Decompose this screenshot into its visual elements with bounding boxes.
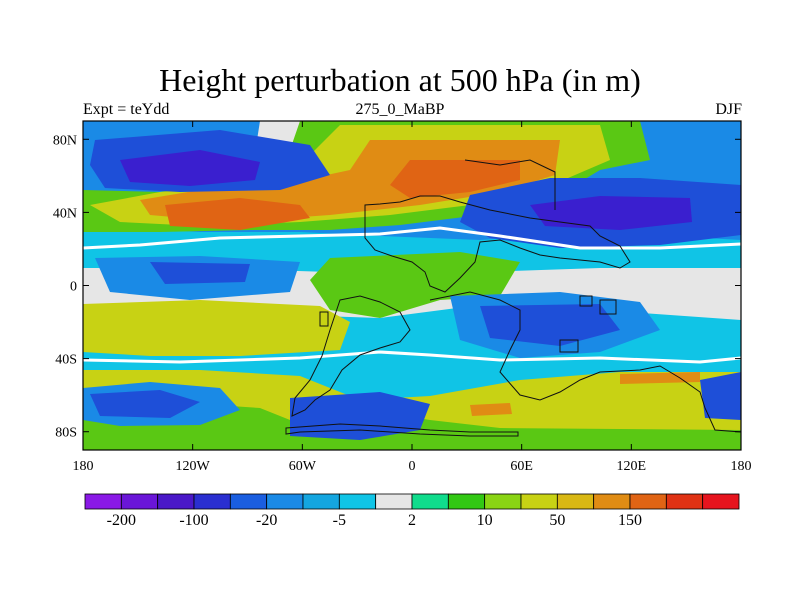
south-america-outline	[291, 295, 411, 417]
map-plot	[83, 121, 741, 450]
x-tick-label: 0	[409, 459, 416, 474]
contour-nh-boundary	[83, 226, 741, 250]
arctic-coast-outline	[464, 159, 556, 210]
contour-tropics-yellow	[83, 300, 350, 356]
contour-asia-low-core	[530, 196, 692, 230]
colorbar-label: 10	[477, 512, 493, 529]
colorbar-swatch	[556, 493, 595, 510]
y-tick-label: 80S	[55, 426, 77, 441]
contour-sh-high-band	[620, 372, 700, 384]
colorbar-swatch	[302, 493, 340, 510]
antarctica-outline	[285, 423, 519, 437]
y-tick-label: 80N	[53, 133, 77, 148]
x-tick-label: 180	[731, 459, 752, 474]
contour-arctic-low-core	[120, 150, 260, 186]
colorbar-swatch	[665, 493, 704, 510]
y-tick-label: 40S	[55, 353, 77, 368]
colorbar-swatch	[411, 493, 449, 510]
y-tick-label: 0	[70, 280, 77, 295]
contour-pacific-south-low	[700, 372, 741, 420]
colorbar-swatch	[520, 493, 558, 510]
contour-antarctic-high	[470, 403, 512, 416]
x-tick-label: 120E	[617, 459, 647, 474]
colorbar-swatch	[702, 493, 740, 510]
x-tick-label: 120W	[176, 459, 211, 474]
north-america-outline	[364, 195, 631, 293]
colorbar-swatch	[84, 493, 122, 510]
season-label: DJF	[715, 101, 742, 118]
central-america-outline	[319, 311, 329, 327]
contour-indian-low-core	[480, 304, 620, 346]
x-tick-label: 60E	[510, 459, 533, 474]
colorbar-swatch	[193, 493, 231, 510]
colorbar-label: -100	[179, 512, 208, 529]
contour-southern-ocean-low-core	[90, 390, 200, 418]
indian-ocean-islands-outline	[559, 295, 617, 353]
x-tick-label: 180	[73, 459, 94, 474]
colorbar-swatch	[484, 493, 522, 510]
colorbar-label: -5	[333, 512, 346, 529]
colorbar-label: 150	[618, 512, 642, 529]
colorbar-swatch	[447, 493, 486, 510]
colorbar-swatch	[266, 493, 304, 510]
colorbar-label: 2	[408, 512, 416, 529]
colorbar-swatch	[338, 493, 377, 510]
colorbar-label: -20	[256, 512, 277, 529]
x-tick-label: 60W	[289, 459, 317, 474]
colorbar-swatch	[157, 493, 195, 510]
y-tick-label: 40N	[53, 206, 77, 221]
contour-antarctic-low	[290, 392, 430, 440]
colorbar-label: 50	[549, 512, 565, 529]
contour-pacific-max	[165, 198, 310, 230]
colorbar-swatch	[593, 493, 631, 510]
colorbar-swatch	[375, 493, 413, 510]
contour-tropics-green	[310, 252, 520, 318]
colorbar-swatch	[229, 493, 268, 510]
africa-outline	[429, 291, 741, 433]
period-label: 275_0_MaBP	[355, 101, 445, 118]
contour-tropics-blue-core	[150, 262, 250, 284]
colorbar-swatch	[120, 493, 159, 510]
experiment-label: Expt = teYdd	[83, 101, 170, 118]
colorbar-swatch	[629, 493, 667, 510]
contour-atlantic-max	[390, 160, 520, 198]
coastlines	[285, 159, 741, 437]
chart-title: Height perturbation at 500 hPa (in m)	[159, 62, 641, 98]
colorbar: -200 -100 -20 -5 2 10 50 150	[84, 493, 740, 529]
contour-sh-boundary	[83, 350, 741, 364]
colorbar-label: -200	[107, 512, 136, 529]
axis-ticks: 180 120W 60W 0 60E 120E 180 80N 40N 0 40S 80S	[53, 121, 752, 474]
